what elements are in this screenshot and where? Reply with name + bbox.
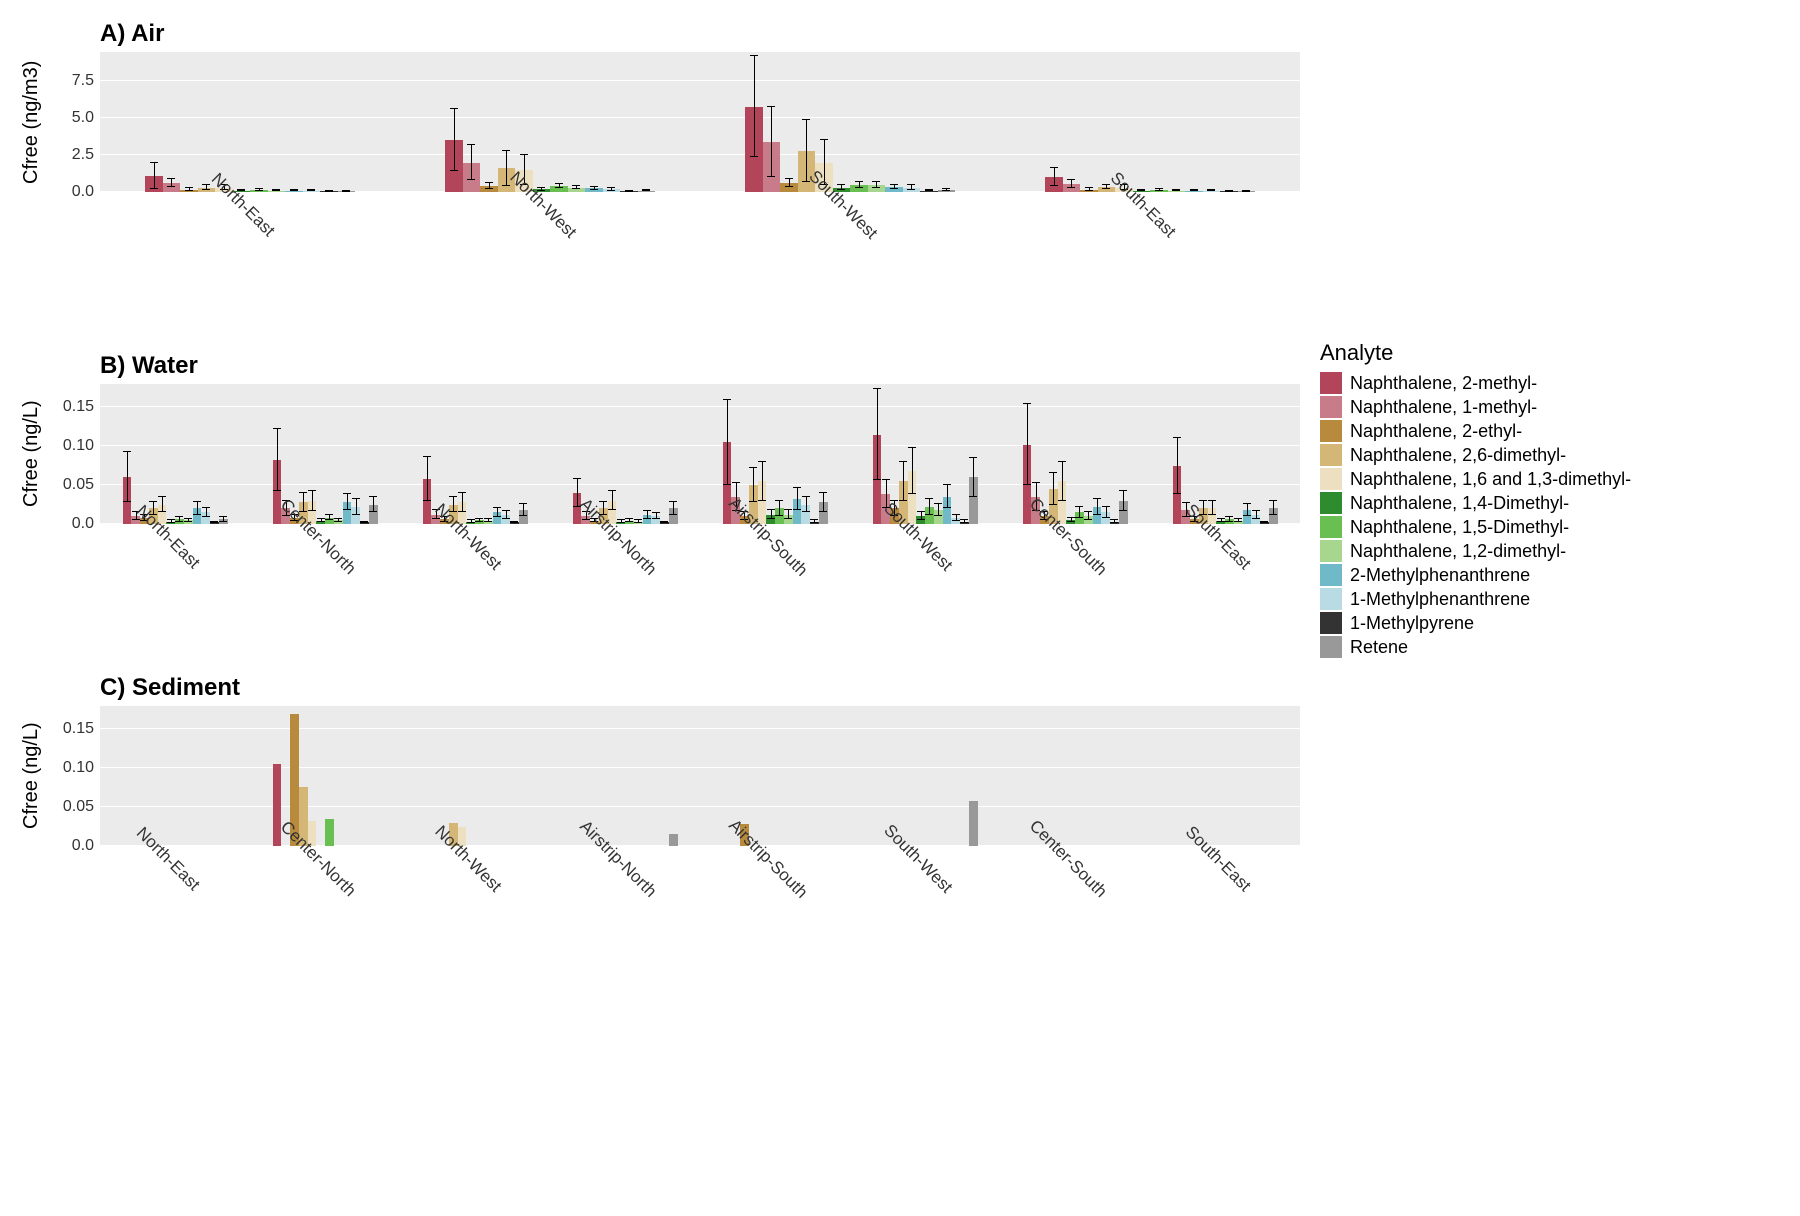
legend-label: Naphthalene, 2-ethyl- [1350, 421, 1522, 442]
panel-water: B) Water Cfree (ng/L) 0.0 0.05 0.10 0.15 North… [20, 352, 1300, 654]
ytick: 0.05 [63, 476, 94, 494]
plot-wrap: Cfree (ng/m3)0.02.55.07.5 [20, 52, 1300, 192]
plot-area [100, 384, 1300, 524]
ylabel: Cfree (ng/L) [20, 706, 50, 846]
legend-item: Retene [1320, 636, 1780, 658]
legend-label: 2-Methylphenanthrene [1350, 565, 1530, 586]
legend-swatch [1320, 588, 1342, 610]
legend-item: Naphthalene, 2-ethyl- [1320, 420, 1780, 442]
xaxis: North-EastCenter-NorthNorth-WestAirstrip… [100, 524, 1300, 654]
panel-sediment: C) Sediment Cfree (ng/L) 0.0 0.05 0.10 0.15 No… [20, 674, 1300, 976]
legend-label: Retene [1350, 637, 1408, 658]
ylabel: Cfree (ng/m3) [20, 52, 50, 192]
legend-item: Naphthalene, 1-methyl- [1320, 396, 1780, 418]
yaxis: 0.00.050.100.15 [50, 384, 100, 524]
ytick: 0.15 [63, 398, 94, 416]
ylabel: Cfree (ng/L) [20, 384, 50, 524]
legend-swatch [1320, 420, 1342, 442]
panel-air: A) Air Cfree (ng/m3) 0.0 2.5 5.0 7.5 North-Eas… [20, 20, 1300, 332]
xaxis: North-EastCenter-NorthNorth-WestAirstrip… [100, 846, 1300, 976]
legend-swatch [1320, 564, 1342, 586]
legend-item: Naphthalene, 2,6-dimethyl- [1320, 444, 1780, 466]
yaxis: 0.02.55.07.5 [50, 52, 100, 192]
bar [325, 819, 334, 846]
legend-swatch [1320, 540, 1342, 562]
legend-label: Naphthalene, 2-methyl- [1350, 373, 1537, 394]
legend-label: 1-Methylpyrene [1350, 613, 1474, 634]
ytick: 2.5 [72, 146, 94, 164]
bar [969, 801, 978, 846]
legend-item: 1-Methylphenanthrene [1320, 588, 1780, 610]
legend-label: Naphthalene, 1-methyl- [1350, 397, 1537, 418]
charts-column: A) Air Cfree (ng/m3) 0.0 2.5 5.0 7.5 North-Eas… [20, 20, 1300, 1196]
legend-item: Naphthalene, 1,4-Dimethyl- [1320, 492, 1780, 514]
legend-area: Analyte Naphthalene, 2-methyl-Naphthalen… [1300, 20, 1780, 1196]
yaxis: 0.00.050.100.15 [50, 706, 100, 846]
legend-item: Naphthalene, 1,6 and 1,3-dimethyl- [1320, 468, 1780, 490]
plot-wrap: Cfree (ng/L)0.00.050.100.15 [20, 706, 1300, 846]
ytick: 0.10 [63, 759, 94, 777]
legend-swatch [1320, 612, 1342, 634]
legend-label: Naphthalene, 2,6-dimethyl- [1350, 445, 1566, 466]
legend-swatch [1320, 396, 1342, 418]
legend-label: Naphthalene, 1,2-dimethyl- [1350, 541, 1566, 562]
plot-wrap: Cfree (ng/L)0.00.050.100.15 [20, 384, 1300, 524]
panel-title: B) Water [100, 352, 1300, 380]
legend-item: Naphthalene, 1,5-Dimethyl- [1320, 516, 1780, 538]
legend-label: Naphthalene, 1,5-Dimethyl- [1350, 517, 1569, 538]
legend-swatch [1320, 372, 1342, 394]
ytick: 0.15 [63, 720, 94, 738]
xaxis: North-EastNorth-WestSouth-WestSouth-East [100, 192, 1300, 332]
bar [669, 834, 678, 846]
legend-item: Naphthalene, 2-methyl- [1320, 372, 1780, 394]
legend-title: Analyte [1320, 340, 1780, 366]
legend-label: Naphthalene, 1,6 and 1,3-dimethyl- [1350, 469, 1631, 490]
plot-area [100, 706, 1300, 846]
legend-label: Naphthalene, 1,4-Dimethyl- [1350, 493, 1569, 514]
legend-swatch [1320, 492, 1342, 514]
legend-item: 2-Methylphenanthrene [1320, 564, 1780, 586]
legend-list: Naphthalene, 2-methyl- Naphthalene, 1-met… [1320, 372, 1780, 658]
ytick: 7.5 [72, 72, 94, 90]
legend-swatch [1320, 444, 1342, 466]
legend-label: 1-Methylphenanthrene [1350, 589, 1530, 610]
ytick: 0.0 [72, 515, 94, 533]
ytick: 0.05 [63, 798, 94, 816]
panel-title: C) Sediment [100, 674, 1300, 702]
ytick: 5.0 [72, 109, 94, 127]
ytick: 0.10 [63, 437, 94, 455]
legend-swatch [1320, 636, 1342, 658]
legend-item: 1-Methylpyrene [1320, 612, 1780, 634]
ytick: 0.0 [72, 183, 94, 201]
legend-swatch [1320, 516, 1342, 538]
legend-item: Naphthalene, 1,2-dimethyl- [1320, 540, 1780, 562]
legend-swatch [1320, 468, 1342, 490]
ytick: 0.0 [72, 837, 94, 855]
panel-title: A) Air [100, 20, 1300, 48]
